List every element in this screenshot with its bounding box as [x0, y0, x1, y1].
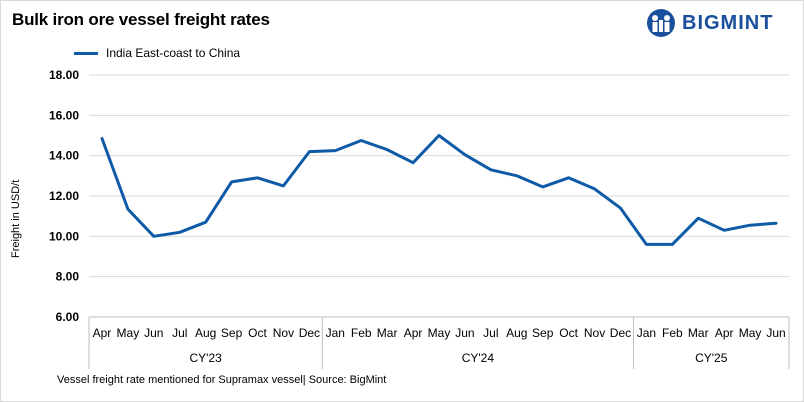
legend-label: India East-coast to China	[106, 46, 241, 60]
x-tick-label: Jun	[766, 326, 785, 340]
chart-title: Bulk iron ore vessel freight rates	[12, 10, 270, 29]
x-tick-label: Jun	[144, 326, 163, 340]
x-tick-label: Oct	[559, 326, 578, 340]
x-tick-label: Aug	[506, 326, 527, 340]
x-tick-label: Apr	[93, 326, 112, 340]
x-tick-label: Sep	[532, 326, 554, 340]
x-tick-label: Mar	[688, 326, 709, 340]
x-tick-label: Sep	[221, 326, 243, 340]
x-tick-label: May	[117, 326, 140, 340]
y-tick-label: 16.00	[49, 108, 79, 122]
x-tick-label: Feb	[351, 326, 372, 340]
bigmint-logo-icon	[647, 9, 675, 37]
x-tick-label: Apr	[404, 326, 423, 340]
x-group-label: CY'25	[695, 351, 728, 365]
x-tick-label: May	[428, 326, 451, 340]
x-tick-label: Oct	[248, 326, 267, 340]
y-tick-label: 6.00	[56, 310, 80, 324]
x-tick-label: Jan	[637, 326, 656, 340]
x-tick-label: May	[739, 326, 762, 340]
y-tick-label: 18.00	[49, 68, 79, 82]
series-line	[100, 134, 778, 246]
bigmint-logo: BIGMINT	[646, 8, 773, 38]
x-tick-label: Dec	[610, 326, 631, 340]
x-tick-label: Nov	[273, 326, 294, 340]
x-tick-label: Dec	[299, 326, 320, 340]
x-tick-label: Mar	[377, 326, 398, 340]
x-tick-label: Jan	[326, 326, 345, 340]
x-tick-label: Nov	[584, 326, 605, 340]
x-tick-label: Jul	[483, 326, 498, 340]
legend-swatch	[74, 51, 98, 55]
x-tick-label: Apr	[715, 326, 734, 340]
bigmint-logo-text: BIGMINT	[682, 11, 774, 34]
y-tick-label: 14.00	[49, 149, 79, 163]
y-tick-label: 10.00	[49, 229, 79, 243]
x-group-label: CY'24	[462, 351, 495, 365]
x-tick-label: Feb	[662, 326, 683, 340]
y-tick-label: 12.00	[49, 189, 79, 203]
chart-legend: India East-coast to China	[74, 46, 240, 60]
chart-footnote: Vessel freight rate mentioned for Supram…	[57, 374, 387, 386]
y-tick-label: 8.00	[56, 270, 80, 284]
x-tick-label: Jul	[172, 326, 187, 340]
x-group-label: CY'23	[190, 351, 223, 365]
x-tick-label: Aug	[195, 326, 216, 340]
x-tick-label: Jun	[455, 326, 474, 340]
